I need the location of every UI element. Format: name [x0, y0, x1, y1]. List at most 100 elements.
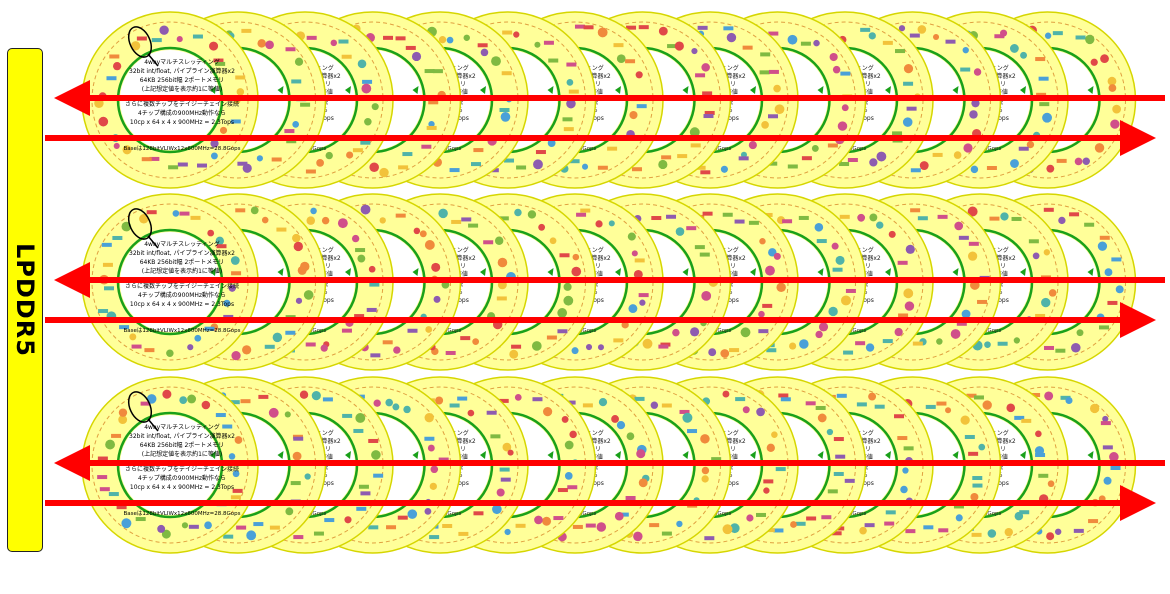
chip-dash [910, 168, 921, 173]
thread-loop-pointer [147, 235, 159, 249]
chip-dash [568, 89, 579, 94]
chip-dash [768, 69, 779, 74]
chip-dot [569, 430, 577, 439]
chip-dot [514, 208, 522, 217]
chip-dot [159, 25, 169, 35]
chip-green-arrow [817, 86, 824, 94]
chip-green-arrow [210, 86, 216, 94]
chip-dash [477, 43, 488, 48]
chip-dot [626, 432, 635, 441]
chip-dot [888, 230, 896, 238]
chip-dash [997, 341, 1008, 346]
chip-green-arrow [412, 86, 419, 94]
chip-dash [204, 326, 215, 331]
chip-dash [1036, 92, 1047, 97]
chip-dot [700, 434, 710, 444]
chip-dash [972, 483, 983, 488]
chip-dash [742, 45, 753, 50]
chip-dash [285, 330, 296, 335]
chip-dash [971, 532, 982, 537]
chip-dot [840, 295, 851, 306]
chip-dash [569, 159, 580, 164]
chip-dot [572, 253, 580, 261]
chip-dot [790, 521, 797, 528]
chip-green-arrow [412, 268, 419, 276]
core-base-text: Baseは128bitVLIWx12x600MHz=28.8Gops [123, 327, 240, 334]
chip-dot [563, 295, 574, 306]
chip-green-arrow [885, 86, 891, 94]
chip-dash [661, 155, 672, 160]
chip-dot [130, 41, 141, 51]
chip-dash [703, 114, 714, 119]
chip-dash [515, 523, 526, 528]
chip-dot [256, 155, 263, 162]
chip-dash [215, 413, 226, 418]
chip-dash [368, 438, 379, 443]
chip-dash [562, 117, 573, 122]
chip-dot [427, 444, 435, 452]
chip-dash [382, 340, 393, 345]
chip-dash [460, 336, 471, 341]
chip-green-arrow [480, 86, 486, 94]
chip-green-arrow [277, 451, 284, 459]
chip-dot [497, 257, 508, 268]
chip-dot [658, 159, 668, 170]
chip-dash [658, 344, 669, 349]
chip-dash [806, 516, 817, 521]
chip-dash [638, 25, 649, 30]
chip-dot [351, 234, 360, 243]
chip-dash [565, 400, 576, 405]
chip-dash [353, 428, 364, 433]
chip-dash [241, 28, 252, 33]
chip-green-arrow [885, 451, 891, 459]
chip-dot [633, 269, 643, 279]
chip-dot [393, 346, 401, 354]
chip-dot [953, 151, 962, 159]
chip-green-arrow [682, 451, 689, 459]
chip-dot [219, 126, 228, 134]
chip-dash [1028, 239, 1039, 244]
chip-dot [373, 399, 381, 407]
chip-dot [201, 400, 211, 410]
chip-dot [355, 413, 366, 423]
chip-dash [369, 282, 380, 287]
chip-dot [472, 338, 480, 345]
chip-dot [1000, 212, 1009, 221]
chip-dash [704, 536, 715, 541]
chip-dash [306, 35, 317, 40]
chip-dash [237, 161, 248, 166]
chip-dash [938, 528, 949, 533]
chip-dash [667, 44, 678, 49]
chip-dash [398, 165, 409, 170]
chip-dot [639, 299, 646, 306]
chip-dash [532, 397, 543, 402]
chip-dot [1004, 527, 1013, 537]
chip-dot [360, 204, 371, 215]
chip-dash [373, 473, 384, 478]
chip-green-arrow [952, 268, 959, 276]
chip-green-arrow [750, 451, 756, 459]
chip-dash [953, 504, 964, 509]
chip-dot [181, 522, 189, 529]
chip-dash [461, 217, 472, 222]
chip-dash [909, 33, 920, 38]
chip-dash [140, 401, 151, 406]
chip-dash [286, 139, 297, 144]
chip-dot [672, 328, 680, 337]
chip-dash [231, 271, 242, 276]
chip-dash [445, 350, 456, 355]
chip-dash [833, 471, 844, 476]
chip-dot [869, 213, 878, 222]
chip-green-arrow [1020, 268, 1026, 276]
chip-dash [563, 127, 574, 132]
chip-dot [492, 504, 502, 515]
chip-dash [687, 429, 698, 434]
chip-dash [679, 409, 690, 414]
chip-dot [294, 57, 304, 66]
chip-dot [514, 394, 522, 401]
chip-dot [527, 210, 537, 219]
chip-dot [496, 488, 505, 497]
chip-dash [305, 169, 316, 174]
chip-dot [776, 282, 786, 293]
chip-dot [285, 507, 294, 516]
